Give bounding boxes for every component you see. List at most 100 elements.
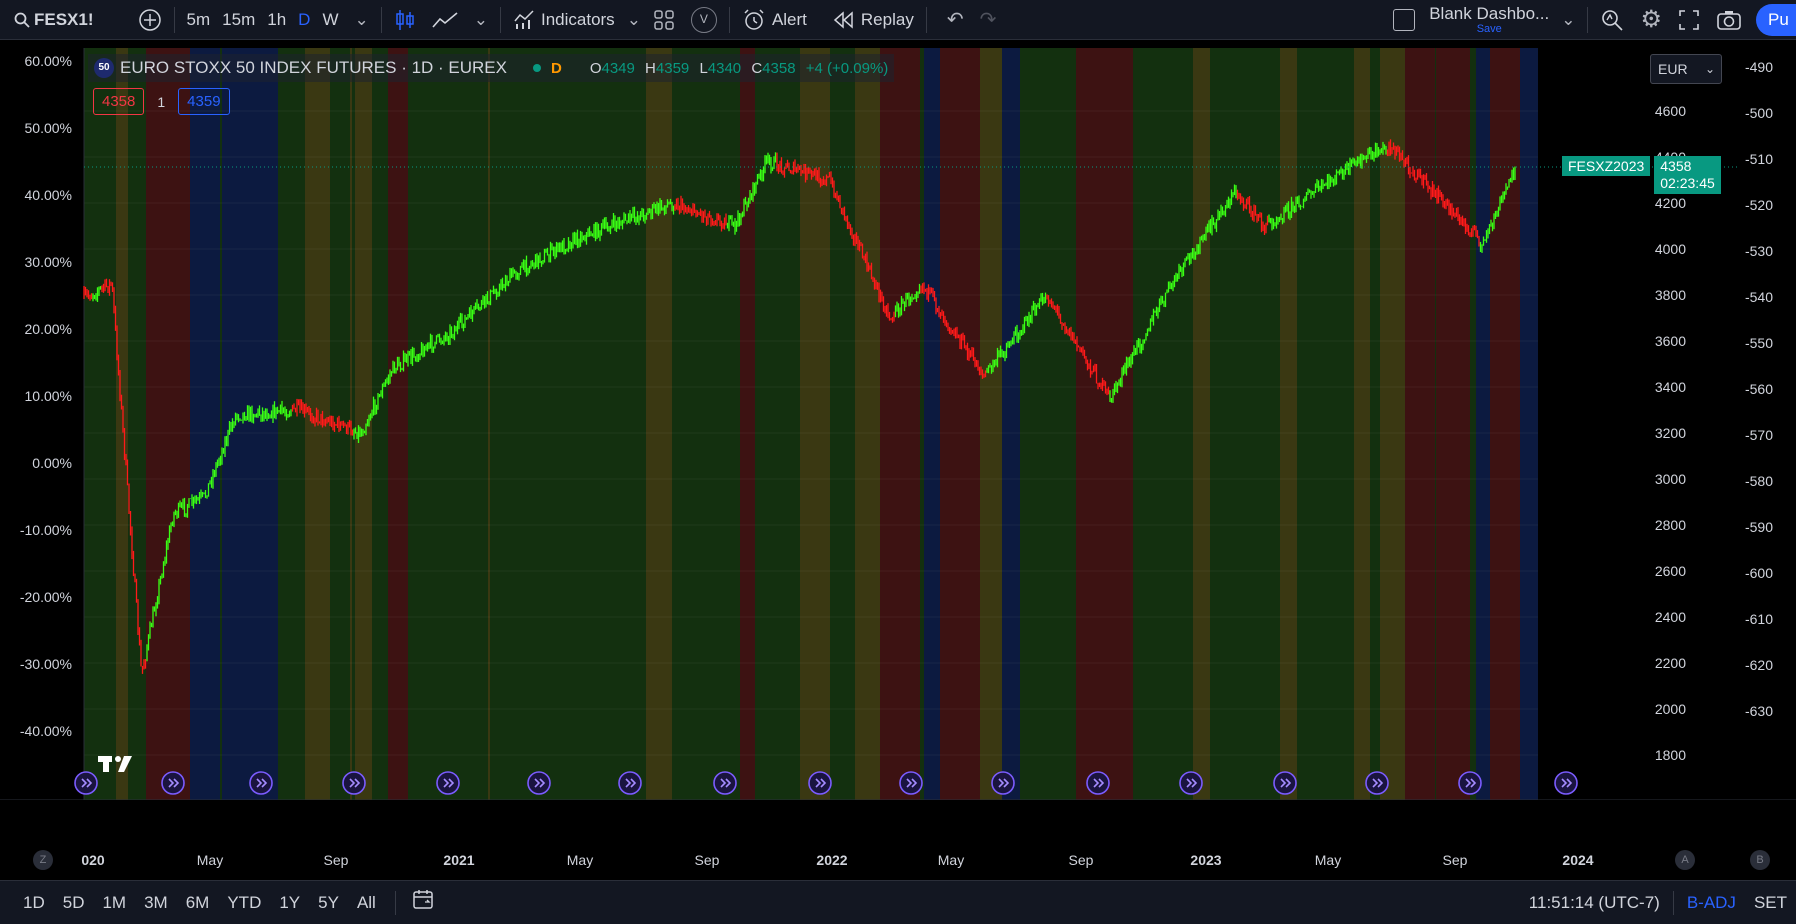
adj-toggle[interactable]: B-ADJ xyxy=(1686,892,1736,912)
undo-button[interactable]: ↶ xyxy=(939,0,972,40)
publish-button[interactable]: Pu xyxy=(1756,3,1796,36)
snapshot-button[interactable] xyxy=(1708,0,1750,40)
indicators-button[interactable]: Indicators xyxy=(505,0,623,40)
symbol-search-button[interactable]: FESX1! xyxy=(0,0,102,40)
price-axis[interactable]: 4600440042004000380036003400320030002800… xyxy=(1655,103,1686,763)
chart-svg[interactable]: 60.00% 50.00% 40.00% 30.00% 20.00% 10.00% 0.00… xyxy=(0,48,1796,842)
event-marker-icon[interactable] xyxy=(1458,771,1482,795)
regime-band xyxy=(488,48,490,800)
range-button-3m[interactable]: 3M xyxy=(144,892,168,912)
right-tick-label: -590 xyxy=(1745,519,1773,535)
regime-band xyxy=(1193,48,1210,800)
session-toggle[interactable]: SET xyxy=(1753,892,1787,912)
range-button-5d[interactable]: 5D xyxy=(62,892,85,912)
interval-dropdown[interactable]: ⌄ xyxy=(346,0,376,40)
chart-area[interactable]: 60.00% 50.00% 40.00% 30.00% 20.00% 10.00% 0.00… xyxy=(0,48,1796,842)
event-marker-icon[interactable] xyxy=(527,771,551,795)
event-marker-icon[interactable] xyxy=(1086,771,1110,795)
event-marker-icon[interactable] xyxy=(1554,771,1578,795)
percent-tick-label: 60.00% xyxy=(25,53,72,69)
time-tick-label: May xyxy=(1314,852,1342,868)
price-tick-label: 2400 xyxy=(1655,609,1686,625)
time-axis[interactable]: Z 020 May Sep 2021 May Sep 2022 May Sep 2023 May Se… xyxy=(0,842,1796,880)
range-button-5y[interactable]: 5Y xyxy=(318,892,339,912)
templates-button[interactable] xyxy=(645,0,683,40)
regime-band xyxy=(980,48,1002,800)
right-axis[interactable]: -490 -500 -510 -520 -530 -540 -550 -560 -570 -580… xyxy=(1745,59,1773,719)
event-marker-icon[interactable] xyxy=(1273,771,1297,795)
quick-search-button[interactable] xyxy=(1592,0,1632,40)
legend: 50 EURO STOXX 50 INDEX FUTURES · 1D · EU… xyxy=(88,54,895,82)
range-button-6m[interactable]: 6M xyxy=(185,892,210,912)
candles-type-button[interactable] xyxy=(386,0,424,40)
high-value: 4359 xyxy=(655,59,690,77)
bid-ask-box: 4358 1 4359 xyxy=(93,88,230,115)
range-button-1m[interactable]: 1M xyxy=(102,892,127,912)
regime-band xyxy=(116,48,128,800)
replay-button[interactable]: Replay xyxy=(825,0,922,40)
percent-tick-label: 50.00% xyxy=(25,120,72,136)
ask-button[interactable]: 4359 xyxy=(178,88,230,115)
regime-band xyxy=(1520,48,1538,800)
search-icon xyxy=(14,12,30,28)
event-marker-icon[interactable] xyxy=(991,771,1015,795)
event-marker-icon[interactable] xyxy=(1365,771,1389,795)
legend-title[interactable]: EURO STOXX 50 INDEX FUTURES · 1D · EUREX xyxy=(120,58,507,77)
range-button-1d[interactable]: 1D xyxy=(23,892,45,912)
interval-5m[interactable]: 5m xyxy=(186,9,211,29)
right-tick-label: -630 xyxy=(1745,703,1773,719)
price-tick-label: 3200 xyxy=(1655,425,1686,441)
layout-save-label: Save xyxy=(1476,22,1502,35)
event-marker-icon[interactable] xyxy=(436,771,460,795)
settings-button[interactable]: ⚙ xyxy=(1632,0,1670,40)
axis-button-a[interactable]: A xyxy=(1675,850,1695,870)
chart-type-dropdown[interactable]: ⌄ xyxy=(466,0,496,40)
fullscreen-button[interactable] xyxy=(1670,0,1708,40)
price-tag-price: 4358 xyxy=(1660,158,1692,174)
event-marker-icon[interactable] xyxy=(618,771,642,795)
range-button-1y[interactable]: 1Y xyxy=(279,892,301,912)
axis-button-b[interactable]: B xyxy=(1750,850,1770,870)
event-marker-icon[interactable] xyxy=(342,771,366,795)
regime-band xyxy=(1354,48,1370,800)
event-marker-icon[interactable] xyxy=(1179,771,1203,795)
alert-button[interactable]: Alert xyxy=(734,0,815,40)
interval-d[interactable]: D xyxy=(298,9,311,29)
event-marker-icon[interactable] xyxy=(713,771,737,795)
interval-w[interactable]: W xyxy=(322,9,339,29)
axis-button-z[interactable]: Z xyxy=(33,850,53,870)
event-marker-icon[interactable] xyxy=(808,771,832,795)
redo-button[interactable]: ↷ xyxy=(972,0,1005,40)
ohlc-values: O4349 H4359 L4340 C4358 +4 (+0.09%) xyxy=(590,60,888,77)
event-marker-icon[interactable] xyxy=(161,771,185,795)
range-button-ytd[interactable]: YTD xyxy=(227,892,262,912)
date-range-button[interactable] xyxy=(406,889,442,916)
interval-15m[interactable]: 15m xyxy=(222,9,256,29)
layout-select-button[interactable]: Blank Dashbo... Save ⌄ xyxy=(1385,0,1583,40)
calendar-goto-icon xyxy=(413,890,433,909)
event-marker-icon[interactable] xyxy=(249,771,273,795)
regime-band xyxy=(388,48,408,800)
regime-band xyxy=(355,48,372,800)
compare-symbol-button[interactable] xyxy=(130,0,170,40)
left-percent-axis[interactable]: 60.00% 50.00% 40.00% 30.00% 20.00% 10.00% 0.00… xyxy=(20,53,72,739)
bid-button[interactable]: 4358 xyxy=(93,88,145,115)
divider xyxy=(499,6,501,33)
interval-1h[interactable]: 1h xyxy=(267,9,287,29)
line-type-button[interactable] xyxy=(424,0,466,40)
event-marker-icon[interactable] xyxy=(74,771,98,795)
price-tick-label: 3800 xyxy=(1655,287,1686,303)
indicators-dropdown[interactable]: ⌄ xyxy=(623,0,645,40)
spread-value: 1 xyxy=(157,93,166,110)
range-button-all[interactable]: All xyxy=(356,892,376,912)
right-tick-label: -510 xyxy=(1745,151,1773,167)
regime-band xyxy=(1380,48,1405,800)
event-marker-icon[interactable] xyxy=(899,771,923,795)
v-badge-button[interactable]: V xyxy=(683,0,725,40)
divider xyxy=(394,890,396,915)
currency-select[interactable]: EUR ⌄ xyxy=(1650,54,1722,84)
clock-time[interactable]: 11:51:14 (UTC-7) xyxy=(1528,892,1660,912)
price-tick-label: 2800 xyxy=(1655,517,1686,533)
percent-tick-label: -30.00% xyxy=(20,656,72,672)
symbol-logo-badge: 50 xyxy=(94,58,114,78)
